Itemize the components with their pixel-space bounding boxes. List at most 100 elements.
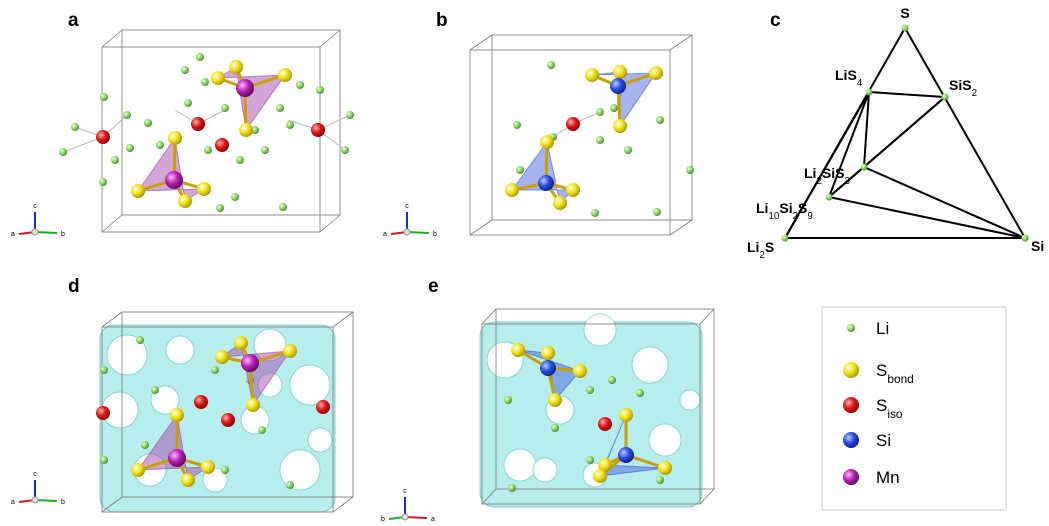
atom-s [246,398,260,412]
atom-s [649,66,663,80]
atom-li [261,146,269,154]
atom-s [511,343,525,357]
label-part: S [876,396,887,415]
atom-s [540,135,554,149]
atom-s [553,196,567,210]
atom-li [547,61,555,69]
cell-edge [333,497,353,512]
atom-li [236,156,244,164]
atom-r [311,123,325,137]
tie-line [864,167,1025,238]
subscript: 2 [972,88,977,99]
atom-s [201,460,215,474]
phase-label: Si [1031,238,1044,254]
atom-s [541,346,555,360]
label-part: S [798,200,807,216]
atom-li [286,481,294,489]
tetrahedron [218,67,285,130]
atom-li [111,156,119,164]
atom-s [278,68,292,82]
axis-label: a [431,516,435,523]
atom-li [847,324,855,332]
atom-mn [165,171,183,189]
atom-li [551,424,559,432]
legend-label: Si [876,431,891,450]
tie-line [905,28,1025,238]
atom-li [151,386,159,394]
atom-li [181,66,189,74]
atom-li [211,366,219,374]
atom-s [843,362,859,378]
axis-label: b [433,231,437,238]
cell-edge [320,215,340,232]
atom-li [591,209,599,217]
atom-li [126,144,134,152]
atom-s [215,350,229,364]
atom-li [221,104,229,112]
phase-label: Li2SiS3 [804,165,850,187]
atom-li [296,81,304,89]
cell-edge [320,30,340,47]
panel-label: b [436,10,448,31]
atom-r [566,117,580,131]
atom-li [596,136,604,144]
phase-label: S [900,5,909,21]
atom-li [513,121,521,129]
atom-li [942,94,949,101]
figure: abcdecabcabSLiS4SiS2Li2SiS3Li10Si2S9Li2S… [0,0,1049,526]
atom-li [586,456,594,464]
atom-li [71,123,79,131]
label-part: Li [876,319,889,338]
atom-li [508,484,516,492]
phase-label: Li2S [747,239,774,261]
atom-si [843,432,859,448]
label-part: Mn [876,468,900,487]
atom-li [286,121,294,129]
axis-label: a [11,231,15,238]
axis-origin [404,229,410,235]
label-part: S [900,5,909,21]
isosurface-hole [533,458,557,482]
atom-li [59,148,67,156]
atom-r [191,117,205,131]
label-part: S [765,239,774,255]
panel-label: c [770,10,781,31]
atom-li [653,208,661,216]
atom-s [658,461,672,475]
phase-label: Li10Si2S9 [756,200,813,222]
atom-s [197,182,211,196]
axis-label: b [381,516,385,523]
atom-mn [236,79,254,97]
atom-li [221,466,229,474]
isosurface-hole [166,336,194,364]
axis-label: b [61,499,65,506]
axis-origin [32,497,38,503]
atom-li [861,164,868,171]
atom-s [585,68,599,82]
atom-s [283,344,297,358]
atom-r [843,397,859,413]
atom-li [1022,235,1029,242]
subscript: 4 [857,78,863,89]
axis-origin [32,229,38,235]
subscript: 3 [844,176,850,187]
atom-li [516,166,524,174]
isosurface-hole [504,449,536,481]
cell-edge [333,312,353,327]
atom-li [141,441,149,449]
atom-r [221,413,235,427]
panel-label: a [68,10,79,31]
phase-label: LiS4 [835,67,863,89]
atom-s [619,408,633,422]
atom-li [902,25,909,32]
axis-label: b [61,231,65,238]
axis-label: a [383,231,387,238]
atom-s [181,473,195,487]
label-part: SiS [822,165,845,181]
cell-edge [470,220,492,235]
axis-label: c [405,203,409,210]
atom-s [505,183,519,197]
atom-s [234,336,248,350]
cell-edge [670,220,692,235]
atom-li [100,456,108,464]
